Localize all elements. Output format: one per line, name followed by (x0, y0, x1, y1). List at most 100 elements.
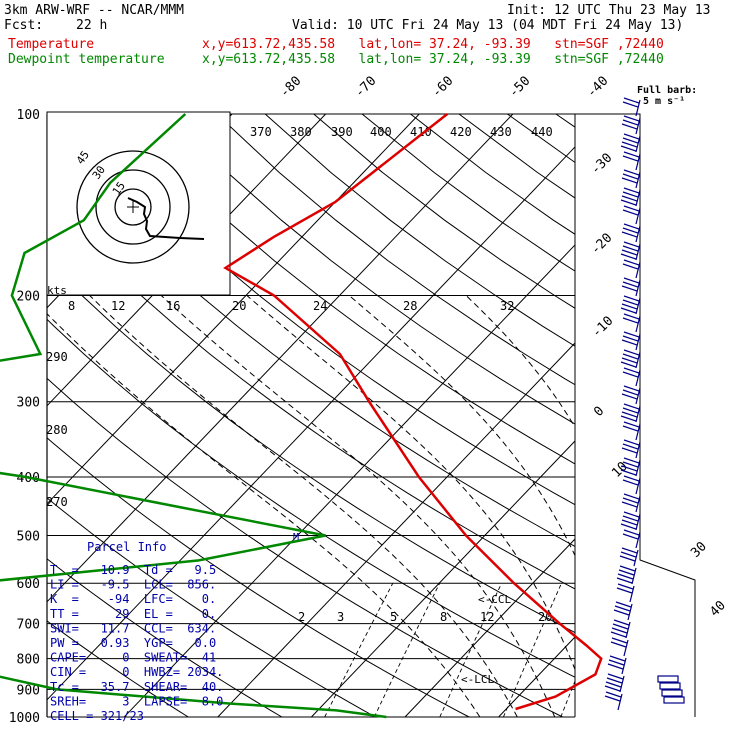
temperature-axis-label: -20 (588, 231, 615, 258)
wetbulb-label: 16 (166, 299, 180, 313)
wind-barb (620, 241, 641, 261)
wetbulb-label: 12 (111, 299, 125, 313)
dry-adiabat-line (653, 114, 740, 717)
hodograph-ring (95, 169, 171, 245)
wind-barb (663, 696, 685, 704)
wind-barb (619, 547, 639, 567)
wind-barb (622, 475, 641, 495)
wind-barb (616, 565, 637, 585)
theta-label: 420 (450, 125, 472, 139)
parcel-info-panel: Parcel Info T = 10.9 Td = 9.5LI = -9.5 L… (50, 540, 223, 723)
dry-adiabat-line (71, 113, 575, 506)
wind-barb (620, 349, 641, 369)
valid-time: Valid: 10 UTC Fri 24 May 13 (04 MDT Fri … (292, 18, 684, 33)
theta-label: 430 (490, 125, 512, 139)
wind-barb (622, 259, 641, 279)
dry-adiabat-line (47, 558, 283, 718)
parcel-info-row: K = -94 LFC= 0. (50, 592, 216, 606)
hodograph-ring (114, 188, 152, 226)
mixing-ratio-label: 8 (440, 610, 447, 624)
theta-label: 400 (370, 125, 392, 139)
isotherm-line (592, 114, 740, 717)
temperature-axis-label: 30 (688, 539, 710, 561)
wetbulb-labels: 8 12 16 20 24 28 32 (68, 299, 514, 313)
wind-barb (610, 619, 631, 639)
wind-barb (621, 439, 641, 459)
theta-label: 440 (531, 125, 553, 139)
pressure-label: 700 (17, 618, 40, 633)
dry-adiabat-line (167, 113, 575, 425)
m-marker: M (293, 532, 299, 543)
wind-barb (622, 313, 641, 333)
parcel-info-row: SWI= 11.7 CCL= 634. (50, 621, 216, 635)
temperature-axis-label: -70 (352, 74, 379, 101)
dry-adiabat-line (47, 318, 575, 678)
mixing-ratio-label: 3 (337, 610, 344, 624)
parcel-info-row: T = 10.9 Td = 9.5 (50, 563, 216, 577)
wind-barb (621, 223, 641, 243)
dry-adiabat-line (47, 377, 563, 718)
wind-barbs (604, 97, 685, 711)
dry-adiabat-line (264, 113, 575, 347)
dewpoint-legend-label: Dewpoint temperature (8, 52, 165, 67)
wind-barb (610, 637, 629, 657)
temperature-axis-label: 40 (707, 598, 729, 620)
wetbulb-label: 8 (68, 299, 75, 313)
pressure-label: 200 (17, 290, 40, 305)
dewpoint-profile (0, 113, 387, 719)
temperature-axis-label: -50 (506, 74, 533, 101)
wetbulb-label: 28 (403, 299, 417, 313)
wind-barb (620, 133, 641, 153)
pressure-label: 1000 (9, 711, 40, 726)
full-barb-label: Full barb: (637, 85, 697, 96)
wind-barb (621, 493, 641, 513)
theta-label: 410 (410, 125, 432, 139)
full-barb-value: 5 m s⁻¹ (643, 96, 685, 107)
theta-labels: 370 380 390 400 410 420 430 440 290 280 270 (46, 125, 553, 509)
parcel-info-row: CIN = 0 HWBZ= 2034. (50, 665, 223, 679)
mixing-ratio-label: 5 (390, 610, 397, 624)
hodograph-units: kts (47, 284, 67, 297)
wind-barb (620, 511, 641, 531)
mixing-ratio-labels: 2 3 5 8 12 20 (298, 610, 552, 624)
dry-adiabat-line (47, 497, 376, 718)
wind-barb (604, 691, 623, 711)
isotherm-line (217, 342, 575, 718)
moist-adiabat-line (584, 296, 704, 718)
mixing-ratio-line (324, 582, 394, 718)
fcst-value: 22 h (76, 18, 108, 33)
wind-barb (621, 277, 641, 297)
mixing-ratio-label: 12 (480, 610, 494, 624)
pressure-label: 500 (17, 529, 40, 544)
hodograph-ring-label: 30 (90, 163, 108, 181)
theta-label: 290 (46, 350, 68, 364)
isotherm-line (47, 146, 575, 701)
temperature-axis-label: 0 (591, 404, 607, 420)
dry-adiabat-line (47, 260, 575, 634)
theta-label: 370 (250, 125, 272, 139)
wind-barb (616, 583, 635, 603)
wind-barb (620, 295, 641, 315)
pressure-label: 800 (17, 653, 40, 668)
moist-adiabat-line (160, 295, 556, 718)
temperature-axis-label: -10 (589, 314, 616, 341)
dry-adiabat-line (47, 437, 470, 718)
parcel-info-row: SREH= 3 LAPSE= 8.0 (50, 694, 223, 708)
wind-barb (620, 457, 641, 477)
wind-barb (622, 367, 641, 387)
dry-adiabat-line (47, 200, 575, 590)
parcel-info-row: TT = 29 EL = 0. (50, 607, 216, 621)
isotherm-line (47, 113, 420, 505)
wind-barb (661, 689, 683, 697)
init-time: Init: 12 UTC Thu 23 May 13 (507, 3, 711, 18)
wind-barb (620, 403, 641, 423)
mixing-ratio-label: 2 (298, 610, 305, 624)
wetbulb-label: 24 (313, 299, 327, 313)
dry-adiabat-line (555, 113, 575, 128)
parcel-info-row: PW = 0.93 YGP= 0.0 (50, 636, 216, 650)
moist-adiabat-line (47, 313, 481, 718)
parcel-info-row: LI = -9.5 LCL= 856. (50, 578, 216, 592)
isotherm-line (404, 538, 575, 718)
pressure-label: 300 (17, 396, 40, 411)
